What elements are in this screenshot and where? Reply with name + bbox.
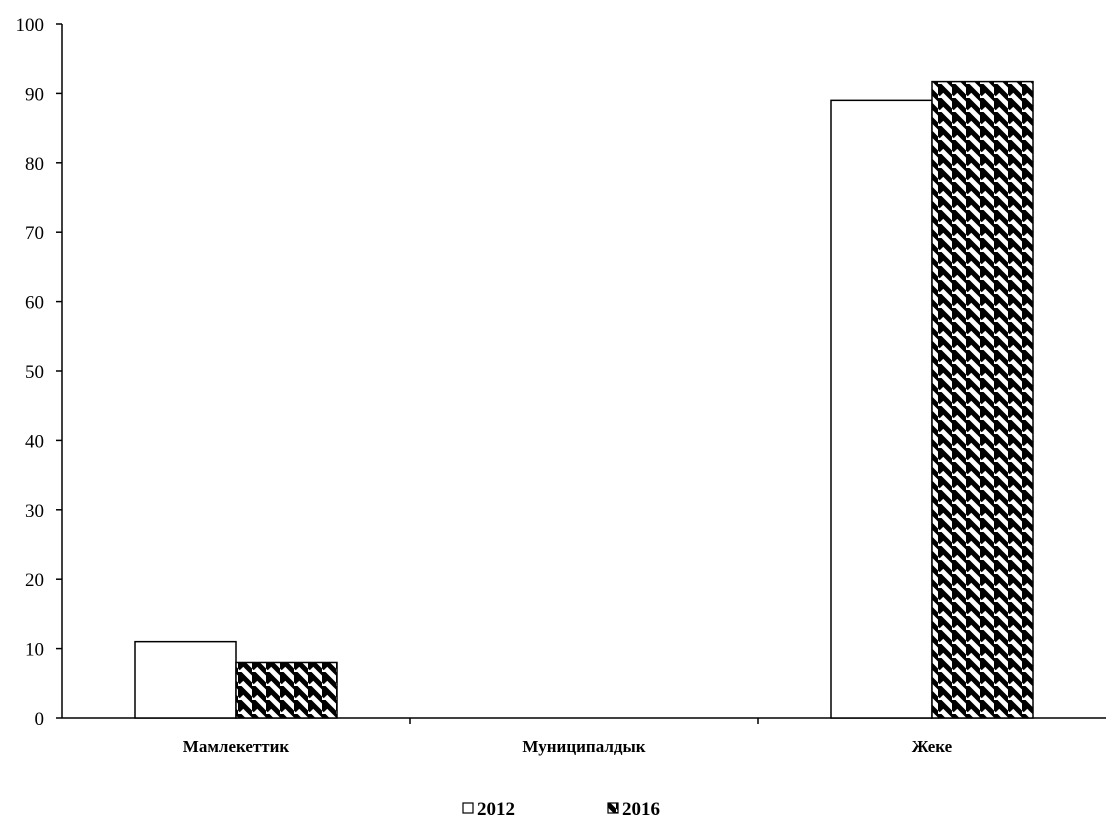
y-tick-label: 70 (25, 223, 44, 244)
x-category-label: Мамлекеттик (183, 737, 290, 756)
legend-label-2012: 2012 (477, 799, 515, 820)
x-category-label: Жеке (912, 737, 953, 756)
y-tick-label: 100 (16, 15, 45, 36)
y-tick-label: 80 (25, 154, 44, 175)
bar-2016-3 (931, 80, 1034, 719)
legend-label-2016: 2016 (622, 799, 660, 820)
x-category-label: Муниципалдык (522, 737, 645, 756)
y-tick-label: 30 (25, 501, 44, 522)
legend: 2012 2016 (462, 799, 660, 820)
bar-2012-3 (830, 99, 933, 719)
y-tick-label: 0 (35, 709, 45, 730)
y-tick-label: 50 (25, 362, 44, 383)
y-tick-label: 20 (25, 570, 44, 591)
legend-swatch-2016 (607, 802, 619, 814)
bar-2016-1 (235, 661, 338, 719)
y-tick-label: 10 (25, 640, 44, 661)
bars (134, 80, 1034, 719)
y-tick-label: 90 (25, 84, 44, 105)
labels: 0 10 20 30 40 50 60 70 80 90 100 Мамлекеттик Муницип… (16, 15, 953, 756)
bar-2012-1 (134, 640, 237, 719)
legend-swatch-2012 (462, 802, 474, 814)
y-tick-label: 60 (25, 293, 44, 314)
y-tick-label: 40 (25, 431, 44, 452)
